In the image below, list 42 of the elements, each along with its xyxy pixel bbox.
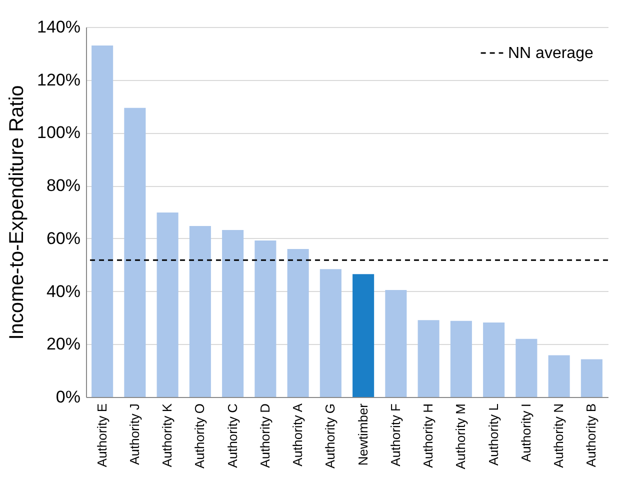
bar	[418, 320, 440, 397]
y-tick-label: 120%	[37, 70, 80, 90]
x-tick-label: Authority H	[420, 404, 436, 468]
x-tick-label: Authority K	[160, 403, 175, 468]
y-tick-label: 60%	[46, 228, 80, 248]
x-tick-label: Authority B	[584, 404, 599, 468]
bar	[320, 269, 342, 397]
bar	[483, 322, 505, 397]
bar	[516, 338, 538, 397]
y-tick-label: 20%	[46, 334, 80, 354]
y-tick-label: 0%	[56, 388, 80, 406]
y-tick-label: 80%	[46, 176, 80, 196]
bar	[352, 274, 374, 397]
x-tick-label: Authority I	[518, 404, 534, 462]
bar	[287, 249, 309, 397]
x-tick-label: Authority L	[486, 404, 501, 466]
bar	[189, 226, 211, 397]
x-tick-label: Authority G	[322, 404, 338, 469]
x-tick-label: Authority A	[290, 403, 306, 466]
bar	[222, 230, 244, 397]
bar	[580, 359, 602, 397]
y-tick-label: 40%	[46, 282, 80, 301]
x-tick-label: Authority E	[94, 403, 110, 468]
bar	[254, 240, 276, 397]
bar	[156, 212, 178, 397]
bar	[124, 108, 146, 397]
x-tick-label: Authority O	[192, 404, 208, 469]
y-axis-title: Income-to-Expenditure Ratio	[6, 85, 28, 340]
x-tick-label: Authority C	[224, 404, 240, 468]
legend-label: NN average	[508, 45, 594, 62]
y-tick-label: 100%	[37, 123, 80, 142]
bar	[548, 355, 570, 397]
x-tick-label: Authority J	[126, 404, 142, 465]
x-tick-label: Authority N	[551, 404, 566, 468]
y-tick-label: 140%	[37, 18, 80, 36]
bar	[385, 290, 407, 397]
x-tick-label: Authority D	[257, 404, 272, 468]
bar	[450, 320, 472, 397]
bar	[92, 46, 114, 397]
x-tick-label: Authority M	[453, 404, 468, 470]
x-tick-label: Authority F	[388, 403, 403, 466]
x-tick-label: Newtimber	[355, 402, 370, 466]
